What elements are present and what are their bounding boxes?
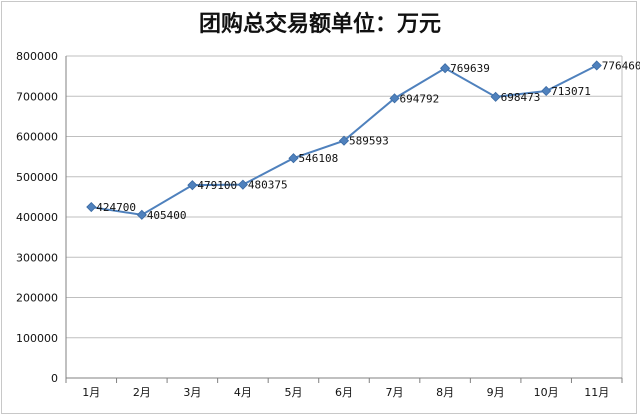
y-tick-label: 100000: [16, 332, 58, 345]
data-point: [237, 179, 248, 190]
y-tick-label: 400000: [16, 211, 58, 224]
data-label: 480375: [248, 179, 288, 192]
x-tick-label: 10月: [534, 386, 559, 399]
data-point: [288, 153, 299, 164]
x-tick-label: 3月: [183, 386, 201, 399]
data-label: 546108: [298, 152, 338, 165]
x-tick-label: 7月: [386, 386, 404, 399]
x-tick-label: 2月: [133, 386, 151, 399]
x-tick-label: 1月: [82, 386, 100, 399]
x-tick-label: 5月: [284, 386, 302, 399]
data-point: [490, 91, 501, 102]
chart-title: 团购总交易额单位：万元: [198, 11, 441, 37]
data-point: [541, 85, 552, 97]
y-tick-label: 300000: [16, 251, 58, 264]
data-label: 424700: [96, 201, 136, 214]
data-point: [136, 209, 147, 220]
data-label: 479100: [197, 179, 237, 192]
y-tick-label: 0: [51, 372, 58, 385]
y-tick-label: 200000: [16, 292, 58, 305]
data-label: 405400: [147, 209, 187, 222]
data-label: 776460: [602, 59, 640, 72]
data-label: 589593: [349, 135, 389, 148]
data-label: 769639: [450, 62, 490, 75]
data-point: [389, 93, 400, 104]
x-tick-label: 4月: [234, 386, 252, 399]
data-point: [440, 63, 451, 74]
x-tick-label: 9月: [487, 386, 505, 399]
data-point: [187, 180, 198, 191]
y-tick-label: 500000: [16, 171, 58, 184]
data-label: 698473: [501, 91, 541, 104]
data-point: [86, 201, 97, 213]
x-tick-label: 6月: [335, 386, 353, 399]
data-point: [591, 60, 602, 71]
data-point: [338, 135, 350, 146]
y-tick-label: 700000: [16, 90, 58, 103]
y-tick-label: 600000: [16, 131, 58, 144]
data-label: 694792: [400, 92, 440, 105]
y-tick-label: 800000: [16, 50, 58, 63]
data-label: 713071: [551, 85, 591, 98]
x-tick-label: 8月: [436, 386, 454, 399]
x-tick-label: 11月: [584, 386, 609, 399]
